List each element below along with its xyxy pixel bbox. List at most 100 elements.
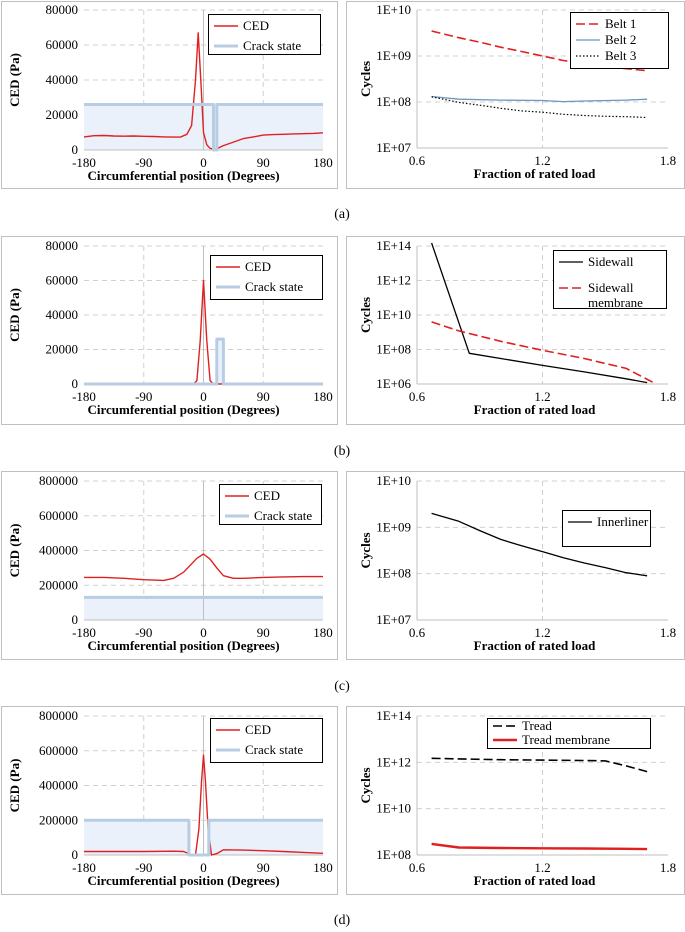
y-tick-label: 1E+10 [376,2,411,17]
panel-caption: (d) [334,913,351,928]
chart-c-right: 1E+07 1E+08 1E+09 1E+10 0.6 1.2 1.8 Fraction of… [346,471,685,660]
y-tick-label: 1E+09 [376,48,411,63]
y-axis-title: Cycles [358,297,373,333]
y-tick-label: 40000 [46,72,79,87]
y-axis-title: Cycles [358,532,373,568]
x-tick-label: 180 [313,155,333,170]
legend-label: Innerliner [597,514,649,529]
x-tick-label: 180 [313,860,333,875]
y-tick-label: 1E+08 [376,94,411,109]
y-tick-label: 1E+07 [376,612,411,627]
y-tick-label: 0 [72,376,79,391]
x-tick-label: 180 [313,625,333,640]
series-tread-membrane-line [431,842,648,851]
x-tick-label: 90 [257,625,270,640]
x-tick-label: -180 [72,625,96,640]
x-tick-label: 0 [200,860,207,875]
y-tick-label: 1E+08 [376,342,411,357]
legend-label: Belt 1 [605,16,636,31]
legend-box [562,510,651,547]
y-tick-label: 400000 [39,778,78,793]
legend-label: Sidewall [588,280,634,295]
series-ced-line [83,32,324,150]
y-tick-label: 0 [72,612,79,627]
x-tick-label: -180 [72,389,96,404]
x-axis-title: Circumferential position (Degrees) [87,402,279,417]
chart-b-left: 0 20000 40000 60000 80000 -180 -90 0 90 180 Circum… [1,236,338,425]
y-tick-label: 1E+10 [376,307,411,322]
x-tick-label: -90 [135,860,152,875]
chart-a-left: 0 20000 40000 60000 80000 -180 -90 0 90 180 Circum… [1,1,338,189]
y-tick-label: 60000 [46,273,79,288]
series-ced-line [84,754,324,856]
x-tick-label: -90 [135,389,152,404]
x-tick-label: 1.8 [660,153,676,168]
y-tick-label: 1E+12 [376,754,411,769]
y-tick-label: 200000 [39,577,78,592]
y-tick-label: 200000 [39,812,78,827]
y-tick-label: 40000 [46,307,79,322]
y-tick-label: 1E+10 [376,473,411,488]
series-sidewall-membrane-line [431,321,654,384]
y-axis-title: CED (Pa) [7,288,22,342]
y-tick-label: 600000 [39,743,78,758]
legend-box [210,718,323,763]
legend-label: Crack state [254,508,312,523]
x-axis-title: Fraction of rated load [474,873,596,888]
legend-label: CED [245,722,271,737]
y-tick-label: 1E+12 [376,273,411,288]
chart-d-left: 0 200000 400000 600000 800000 -180 -90 0 90 180 Ci… [1,706,338,895]
legend-label: CED [254,488,280,503]
x-tick-label: 0 [200,389,207,404]
legend: CED Crack state [210,255,323,300]
legend-label: Sidewall [588,254,634,269]
x-axis-title: Fraction of rated load [474,638,596,653]
chart-a-right: 1E+07 1E+08 1E+09 1E+10 0.6 1.2 1.8 Fraction of… [346,1,685,189]
y-tick-label: 400000 [39,543,78,558]
legend-label: Belt 2 [605,32,636,47]
y-tick-label: 20000 [46,342,79,357]
x-axis-title: Fraction of rated load [474,402,596,417]
y-tick-label: 1E+09 [376,519,411,534]
x-tick-label: -180 [72,860,96,875]
legend-label: Crack state [245,742,303,757]
y-axis-title: CED (Pa) [7,524,22,578]
x-tick-label: 1.2 [534,860,550,875]
y-tick-label: 1E+08 [376,566,411,581]
x-tick-label: 1.2 [534,389,550,404]
y-axis-title: Cycles [358,767,373,803]
x-tick-label: 90 [257,860,270,875]
x-tick-label: 1.2 [534,625,550,640]
legend-box [219,484,322,525]
x-tick-label: 1.8 [660,625,676,640]
chart-b-right: 1E+06 1E+08 1E+10 1E+12 1E+14 0.6 1.2 1.8 Fracti… [346,236,685,425]
y-tick-label: 1E+07 [376,140,411,155]
y-tick-label: 600000 [39,508,78,523]
y-tick-label: 800000 [39,708,78,723]
x-tick-label: 0.6 [409,389,426,404]
chart-frame [346,471,685,660]
legend: CED Crack state [210,718,323,763]
x-tick-label: -90 [135,155,152,170]
crack-state-area [84,820,323,855]
legend: CED Crack state [208,14,321,55]
x-axis-title: Circumferential position (Degrees) [87,873,279,888]
legend-label: CED [243,18,269,33]
legend-box [208,14,321,55]
x-tick-label: 1.8 [660,860,676,875]
series-tread-line [431,757,648,773]
x-tick-label: 180 [313,389,333,404]
legend-label: Crack state [243,38,301,53]
legend-box [210,255,323,300]
series-ced-line [84,553,323,582]
y-axis-title: CED (Pa) [7,759,22,813]
series-crack-state-line [84,103,323,152]
x-tick-label: 0.6 [409,625,426,640]
series-innerliner-line [431,512,648,577]
y-tick-label: 1E+06 [376,376,411,391]
x-axis-title: Circumferential position (Degrees) [87,168,279,183]
y-tick-label: 1E+14 [376,238,411,253]
legend-label: Tread membrane [522,732,610,747]
